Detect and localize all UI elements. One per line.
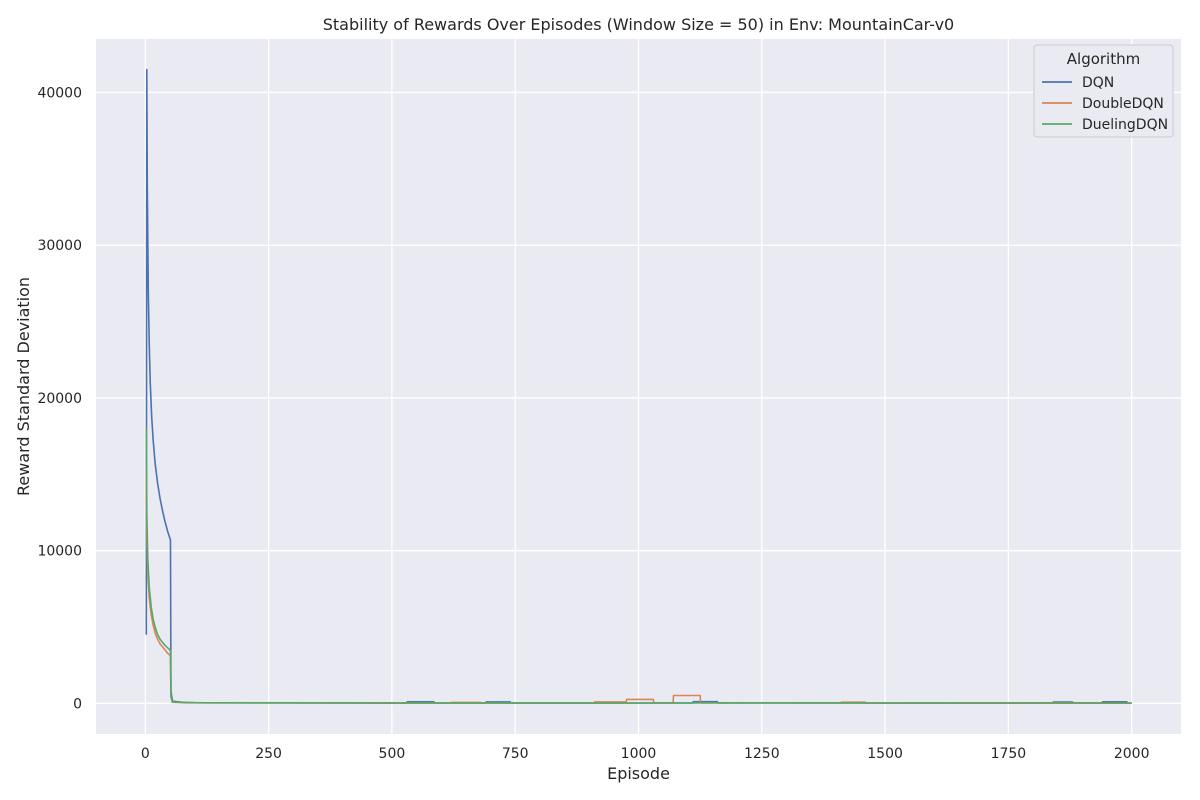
legend: Algorithm DQN DoubleDQN DuelingDQN [1033,44,1174,138]
y-axis-title: Reward Standard Deviation [14,277,33,496]
x-tick-label: 500 [379,746,406,762]
x-tick-label: 1500 [867,746,903,762]
legend-label: DuelingDQN [1082,117,1168,133]
y-tick-label: 40000 [37,85,82,101]
chart-title: Stability of Rewards Over Episodes (Wind… [323,15,954,34]
y-tick-label: 20000 [37,391,82,407]
legend-box [1033,44,1174,138]
series-line-duelingdqn [145,428,1132,704]
x-axis-title: Episode [607,764,670,783]
y-tick-labels: 0 10000 20000 30000 40000 [37,85,82,712]
y-tick-label: 0 [73,696,82,712]
y-tick-label: 10000 [37,544,82,560]
x-tick-label: 1750 [991,746,1027,762]
x-tick-label: 2000 [1114,746,1150,762]
x-tick-label: 0 [141,746,150,762]
x-gridlines [144,39,1133,734]
legend-items: DQN DoubleDQN DuelingDQN [1042,75,1168,133]
y-tick-label: 30000 [37,238,82,254]
x-tick-labels: 0 250 500 750 1000 1250 1500 1750 2000 [141,746,1150,762]
legend-label: DoubleDQN [1082,96,1164,112]
x-tick-label: 1000 [621,746,657,762]
series-layer [145,68,1132,704]
legend-title: Algorithm [1067,50,1140,68]
legend-label: DQN [1082,75,1114,91]
x-tick-label: 750 [502,746,529,762]
x-tick-label: 1250 [744,746,780,762]
x-tick-label: 250 [255,746,282,762]
